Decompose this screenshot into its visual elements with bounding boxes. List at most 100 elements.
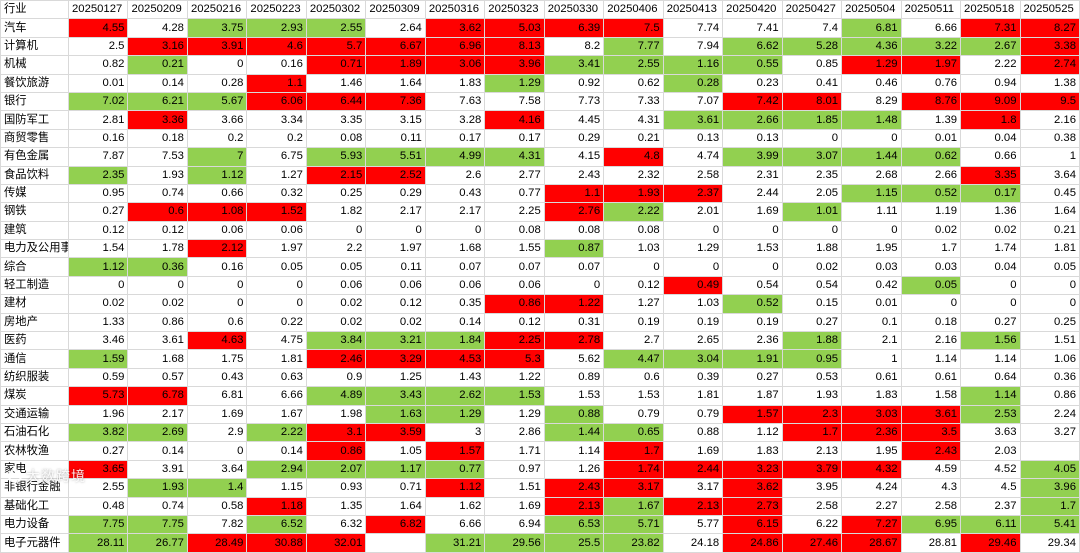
industry-name-cell[interactable]: 电力设备 xyxy=(0,514,69,535)
industry-name-cell[interactable]: 机械 xyxy=(0,55,69,75)
value-cell[interactable]: 1.69 xyxy=(662,441,724,461)
industry-name-cell[interactable]: 石油石化 xyxy=(0,422,69,443)
industry-name-cell[interactable]: 银行 xyxy=(0,91,69,112)
value-cell[interactable]: 2.25 xyxy=(484,202,545,222)
value-cell[interactable]: 3.1 xyxy=(305,422,367,443)
value-cell[interactable]: 0.29 xyxy=(365,183,426,204)
value-cell[interactable]: 1.59 xyxy=(67,349,129,369)
value-cell[interactable]: 4.6 xyxy=(246,36,307,57)
value-cell[interactable]: 0.16 xyxy=(186,257,248,277)
industry-name-cell[interactable]: 交通运输 xyxy=(0,404,69,424)
column-header-date[interactable]: 20250216 xyxy=(186,0,248,20)
value-cell[interactable]: 0.29 xyxy=(543,128,605,149)
value-cell[interactable]: 1.03 xyxy=(603,239,664,259)
value-cell[interactable]: 0 xyxy=(186,294,248,314)
value-cell[interactable]: 1.53 xyxy=(484,386,545,406)
value-cell[interactable]: 1.54 xyxy=(67,239,129,259)
column-header-date[interactable]: 20250309 xyxy=(365,0,426,20)
value-cell[interactable]: 29.56 xyxy=(484,533,545,553)
value-cell[interactable]: 0.86 xyxy=(484,294,545,314)
value-cell[interactable]: 3.17 xyxy=(662,478,724,498)
value-cell[interactable]: 0.04 xyxy=(960,257,1021,277)
value-cell[interactable]: 2.43 xyxy=(543,478,605,498)
value-cell[interactable]: 0.42 xyxy=(841,275,902,296)
value-cell[interactable]: 0.13 xyxy=(662,128,724,149)
value-cell[interactable]: 1.88 xyxy=(781,239,843,259)
value-cell[interactable]: 0.77 xyxy=(484,183,545,204)
value-cell[interactable]: 1.68 xyxy=(127,349,188,369)
value-cell[interactable]: 2.13 xyxy=(781,441,843,461)
value-cell[interactable]: 7.73 xyxy=(543,91,605,112)
value-cell[interactable]: 1.51 xyxy=(484,478,545,498)
value-cell[interactable]: 0 xyxy=(662,220,724,241)
value-cell[interactable]: 0.21 xyxy=(1019,220,1080,241)
value-cell[interactable]: 3.43 xyxy=(365,386,426,406)
value-cell[interactable]: 0.87 xyxy=(543,239,605,259)
value-cell[interactable]: 0.86 xyxy=(1019,386,1080,406)
value-cell[interactable]: 2.58 xyxy=(662,165,724,185)
value-cell[interactable]: 2.22 xyxy=(246,422,307,443)
value-cell[interactable]: 4.05 xyxy=(1019,459,1080,480)
value-cell[interactable]: 5.93 xyxy=(305,147,367,167)
industry-name-cell[interactable]: 钢铁 xyxy=(0,202,69,222)
value-cell[interactable]: 7.41 xyxy=(722,18,783,38)
value-cell[interactable]: 27.46 xyxy=(781,533,843,553)
value-cell[interactable]: 5.41 xyxy=(1019,514,1080,535)
value-cell[interactable]: 1.93 xyxy=(127,165,188,185)
value-cell[interactable]: 5.7 xyxy=(305,36,367,57)
column-header-date[interactable]: 20250504 xyxy=(841,0,902,20)
value-cell[interactable]: 0 xyxy=(127,275,188,296)
value-cell[interactable]: 4.47 xyxy=(603,349,664,369)
value-cell[interactable]: 1.14 xyxy=(543,441,605,461)
value-cell[interactable]: 9.09 xyxy=(960,91,1021,112)
value-cell[interactable]: 23.82 xyxy=(603,533,664,553)
value-cell[interactable]: 1.89 xyxy=(365,55,426,75)
value-cell[interactable]: 0.04 xyxy=(960,128,1021,149)
value-cell[interactable]: 1.67 xyxy=(603,496,664,516)
value-cell[interactable]: 0 xyxy=(186,441,248,461)
value-cell[interactable]: 24.86 xyxy=(722,533,783,553)
value-cell[interactable]: 1.95 xyxy=(841,441,902,461)
value-cell[interactable]: 3.35 xyxy=(960,165,1021,185)
value-cell[interactable]: 3.91 xyxy=(127,459,188,480)
value-cell[interactable]: 0.6 xyxy=(127,202,188,222)
value-cell[interactable]: 1.83 xyxy=(841,386,902,406)
value-cell[interactable]: 8.76 xyxy=(900,91,962,112)
value-cell[interactable]: 25.5 xyxy=(543,533,605,553)
value-cell[interactable]: 0.25 xyxy=(1019,312,1080,333)
value-cell[interactable]: 1.64 xyxy=(365,73,426,93)
value-cell[interactable]: 0.12 xyxy=(603,275,664,296)
value-cell[interactable]: 5.28 xyxy=(781,36,843,57)
value-cell[interactable]: 3.75 xyxy=(186,18,248,38)
industry-name-cell[interactable]: 电子元器件 xyxy=(0,533,69,553)
value-cell[interactable]: 3.03 xyxy=(841,404,902,424)
value-cell[interactable]: 2.73 xyxy=(722,496,783,516)
industry-name-cell[interactable]: 餐饮旅游 xyxy=(0,73,69,93)
value-cell[interactable]: 1.81 xyxy=(246,349,307,369)
value-cell[interactable]: 0.2 xyxy=(186,128,248,149)
value-cell[interactable]: 1.74 xyxy=(603,459,664,480)
value-cell[interactable]: 0.27 xyxy=(67,202,129,222)
value-cell[interactable]: 7.02 xyxy=(67,91,129,112)
value-cell[interactable]: 2.13 xyxy=(543,496,605,516)
value-cell[interactable]: 2.15 xyxy=(305,165,367,185)
value-cell[interactable]: 7.77 xyxy=(603,36,664,57)
value-cell[interactable]: 1.58 xyxy=(900,386,962,406)
value-cell[interactable]: 0.1 xyxy=(841,312,902,333)
value-cell[interactable]: 2.69 xyxy=(127,422,188,443)
value-cell[interactable]: 0.21 xyxy=(603,128,664,149)
value-cell[interactable]: 1.93 xyxy=(127,478,188,498)
value-cell[interactable]: 0 xyxy=(1019,294,1080,314)
value-cell[interactable]: 3.62 xyxy=(722,478,783,498)
value-cell[interactable]: 1.7 xyxy=(900,239,962,259)
value-cell[interactable]: 3.06 xyxy=(424,55,486,75)
value-cell[interactable]: 3.23 xyxy=(722,459,783,480)
value-cell[interactable]: 1.12 xyxy=(424,478,486,498)
value-cell[interactable]: 2.66 xyxy=(722,110,783,130)
value-cell[interactable]: 0.05 xyxy=(305,257,367,277)
value-cell[interactable]: 1.1 xyxy=(246,73,307,93)
industry-name-cell[interactable]: 国防军工 xyxy=(0,110,69,130)
value-cell[interactable]: 2.68 xyxy=(841,165,902,185)
value-cell[interactable]: 0.06 xyxy=(246,220,307,241)
value-cell[interactable]: 7.33 xyxy=(603,91,664,112)
